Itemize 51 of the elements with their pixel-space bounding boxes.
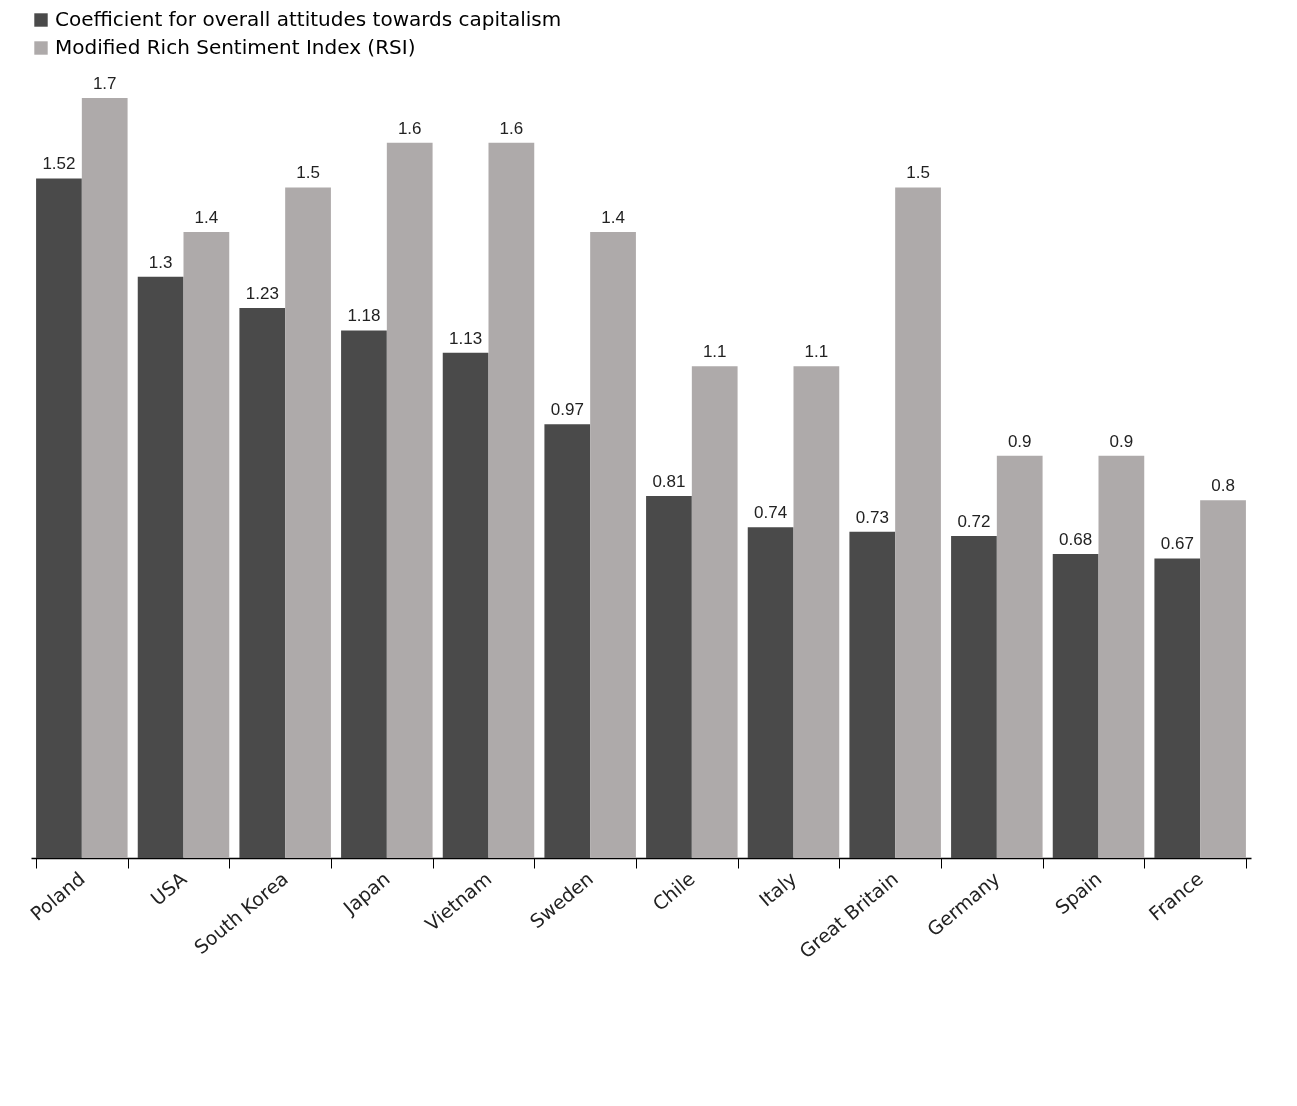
data-label: 0.81 — [652, 471, 686, 491]
data-label: 1.13 — [449, 328, 483, 348]
bar — [386, 142, 433, 858]
data-label: 1.4 — [601, 208, 625, 228]
bar — [691, 366, 738, 858]
data-label: 1.4 — [194, 208, 219, 228]
bar — [285, 187, 331, 858]
data-label: 0.72 — [957, 512, 991, 532]
bar — [996, 455, 1043, 858]
data-label: 1.5 — [296, 163, 320, 183]
bar — [1154, 558, 1201, 858]
data-label: 1.5 — [906, 163, 930, 183]
bar — [341, 330, 387, 858]
data-label: 1.3 — [148, 252, 173, 272]
bar — [183, 232, 230, 858]
data-label: 0.67 — [1160, 534, 1194, 554]
bar — [1052, 554, 1099, 858]
bar — [849, 531, 896, 858]
bar — [747, 527, 794, 858]
data-label: 1.52 — [42, 154, 76, 174]
bar — [590, 232, 636, 858]
legend-label: Modified Rich Sentiment Index (RSI) — [55, 35, 416, 59]
data-label: 0.8 — [1211, 476, 1235, 496]
data-label: 1.1 — [804, 342, 829, 362]
x-tick-label: USA — [146, 867, 191, 910]
data-label: 1.18 — [347, 306, 381, 326]
data-label: 1.7 — [92, 74, 117, 93]
bar — [81, 98, 128, 858]
bar — [951, 536, 997, 858]
data-label: 0.9 — [1109, 431, 1134, 451]
data-label: 0.9 — [1007, 431, 1032, 451]
bar — [1200, 500, 1246, 858]
data-label: 0.73 — [855, 507, 889, 527]
bar — [36, 178, 82, 858]
bar — [239, 308, 286, 858]
bar — [544, 424, 591, 858]
data-label: 1.6 — [397, 118, 422, 138]
bar — [442, 352, 489, 858]
bar — [137, 276, 184, 858]
data-label: 0.97 — [550, 400, 584, 420]
data-label: 0.68 — [1059, 530, 1093, 549]
legend-label: Coefficient for overall attitudes towards capitalism — [55, 7, 562, 31]
bar — [646, 495, 692, 858]
data-label: 1.6 — [499, 118, 524, 138]
bar — [488, 142, 535, 858]
data-label: 1.1 — [702, 342, 727, 362]
bar — [895, 187, 941, 858]
data-label: 1.23 — [245, 284, 279, 304]
bar — [793, 366, 840, 858]
bar — [1098, 455, 1145, 858]
data-label: 0.74 — [754, 503, 788, 523]
